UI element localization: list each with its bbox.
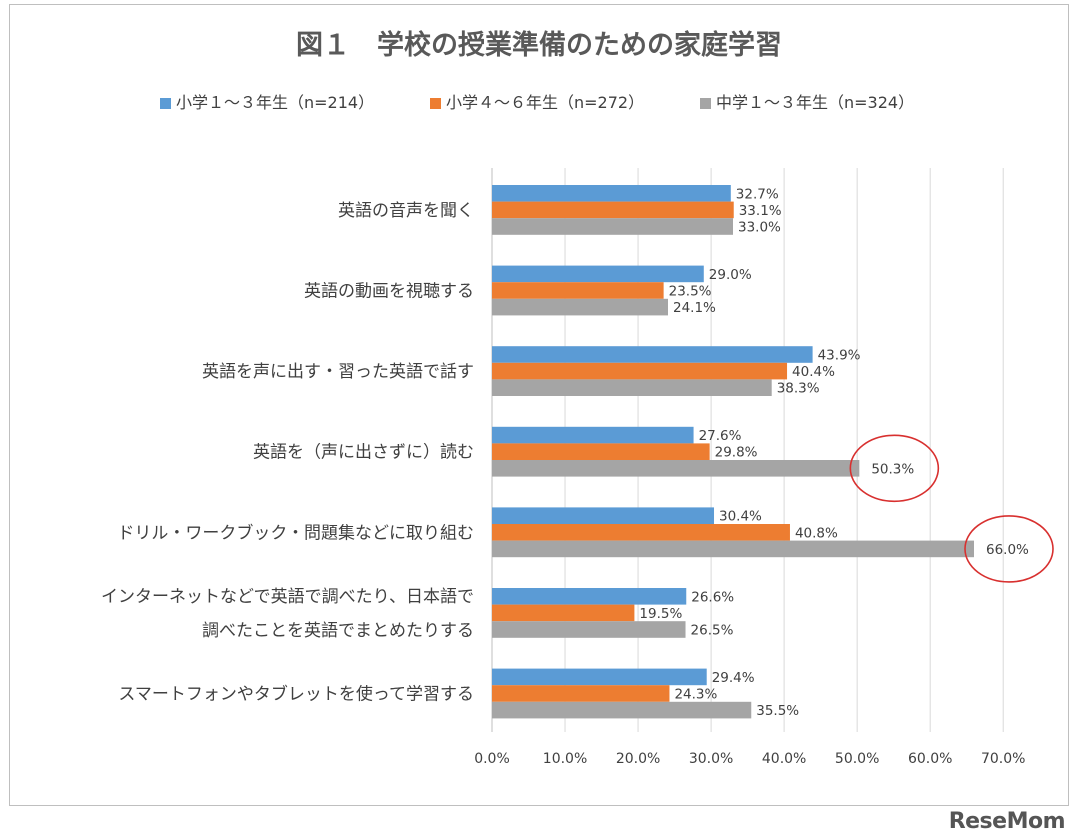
- bar: [492, 685, 670, 702]
- x-tick-label: 10.0%: [543, 751, 587, 767]
- x-tick-label: 60.0%: [908, 751, 952, 767]
- data-label: 24.3%: [674, 687, 717, 703]
- bar: [492, 588, 687, 605]
- bar: [492, 604, 635, 622]
- bar: [492, 185, 731, 202]
- data-label: 38.3%: [777, 381, 820, 397]
- data-label: 29.8%: [715, 445, 758, 461]
- legend-swatch-2: [700, 98, 711, 109]
- bar: [492, 621, 686, 638]
- category-label: 英語を声に出す・習った英語で話す: [202, 362, 474, 382]
- x-tick-label: 70.0%: [981, 751, 1025, 767]
- highlight-circle: [849, 434, 940, 503]
- data-label: 29.4%: [712, 670, 755, 686]
- category-label: インターネットなどで英語で調べたり、日本語で: [101, 587, 474, 607]
- category-label: 調べたことを英語でまとめたりする: [202, 621, 474, 641]
- data-label: 27.6%: [699, 428, 742, 444]
- data-label: 24.1%: [673, 300, 716, 316]
- bar: [492, 298, 669, 316]
- data-label: 19.5%: [639, 606, 682, 622]
- data-label: 50.3%: [871, 461, 914, 477]
- bar: [492, 507, 715, 524]
- legend-label-2: 中学１～３年生（n=324）: [716, 93, 914, 112]
- category-label: 英語を（声に出さずに）読む: [253, 443, 474, 463]
- chart-title: 図１ 学校の授業準備のための家庭学習: [296, 29, 782, 61]
- x-tick-label: 0.0%: [474, 751, 510, 767]
- bar: [492, 443, 710, 460]
- data-label: 40.8%: [795, 525, 838, 541]
- data-label: 23.5%: [669, 284, 712, 300]
- x-tick-label: 50.0%: [835, 751, 879, 767]
- data-label: 66.0%: [986, 542, 1029, 558]
- bar: [492, 201, 734, 219]
- bar: [492, 282, 664, 299]
- category-label: スマートフォンやタブレットを使って学習する: [118, 684, 474, 705]
- bar: [492, 265, 704, 283]
- data-label: 32.7%: [736, 186, 779, 202]
- x-tick-label: 20.0%: [616, 751, 660, 767]
- legend-swatch-1: [430, 98, 441, 109]
- legend-label-0: 小学１～３年生（n=214）: [176, 93, 374, 112]
- data-label: 33.1%: [739, 203, 782, 219]
- data-label: 26.5%: [691, 623, 734, 639]
- highlight-circle: [964, 515, 1054, 583]
- bar: [492, 701, 752, 719]
- category-label: 英語の動画を視聴する: [304, 282, 474, 302]
- data-label: 26.6%: [691, 589, 734, 605]
- category-label: 英語の音声を聞く: [338, 201, 474, 221]
- bar: [492, 346, 813, 363]
- resemom-logo: ReseMom: [948, 809, 1066, 834]
- data-label: 33.0%: [738, 220, 781, 236]
- legend-swatch-0: [160, 98, 171, 109]
- bar: [492, 668, 707, 686]
- bar: [492, 218, 733, 235]
- bar: [492, 379, 772, 396]
- data-label: 29.0%: [709, 267, 752, 283]
- data-label: 30.4%: [719, 509, 762, 525]
- data-label: 40.4%: [792, 364, 835, 380]
- bar: [492, 540, 974, 558]
- data-label: 35.5%: [756, 703, 799, 719]
- category-label: ドリル・ワークブック・問題集などに取り組む: [117, 522, 474, 543]
- x-tick-label: 30.0%: [689, 751, 733, 767]
- legend-label-1: 小学４～６年生（n=272）: [446, 93, 644, 112]
- bar: [492, 362, 788, 380]
- bar: [492, 524, 790, 541]
- data-label: 43.9%: [818, 348, 861, 364]
- bar: [492, 426, 694, 444]
- x-tick-label: 40.0%: [762, 751, 806, 767]
- bar: [492, 460, 860, 477]
